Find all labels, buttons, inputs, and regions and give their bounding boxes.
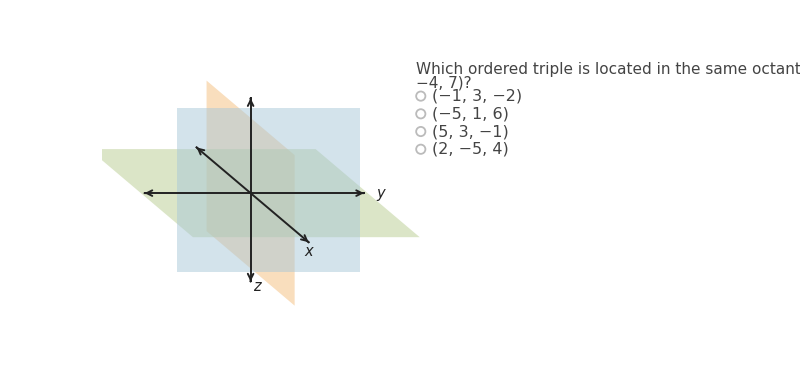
Circle shape	[416, 127, 426, 136]
Polygon shape	[178, 108, 360, 272]
Text: z: z	[253, 279, 261, 293]
Circle shape	[416, 109, 426, 118]
Text: Which ordered triple is located in the same octant as (3,: Which ordered triple is located in the s…	[416, 62, 800, 77]
Polygon shape	[206, 81, 294, 306]
Text: (2, −5, 4): (2, −5, 4)	[431, 142, 508, 157]
Text: y: y	[377, 186, 385, 201]
Text: (5, 3, −1): (5, 3, −1)	[431, 124, 508, 139]
Text: x: x	[305, 244, 313, 259]
Text: (−5, 1, 6): (−5, 1, 6)	[431, 106, 509, 121]
Circle shape	[416, 145, 426, 154]
Polygon shape	[89, 149, 420, 237]
Text: −4, 7)?: −4, 7)?	[416, 75, 472, 90]
Text: (−1, 3, −2): (−1, 3, −2)	[431, 89, 522, 104]
Circle shape	[416, 92, 426, 101]
